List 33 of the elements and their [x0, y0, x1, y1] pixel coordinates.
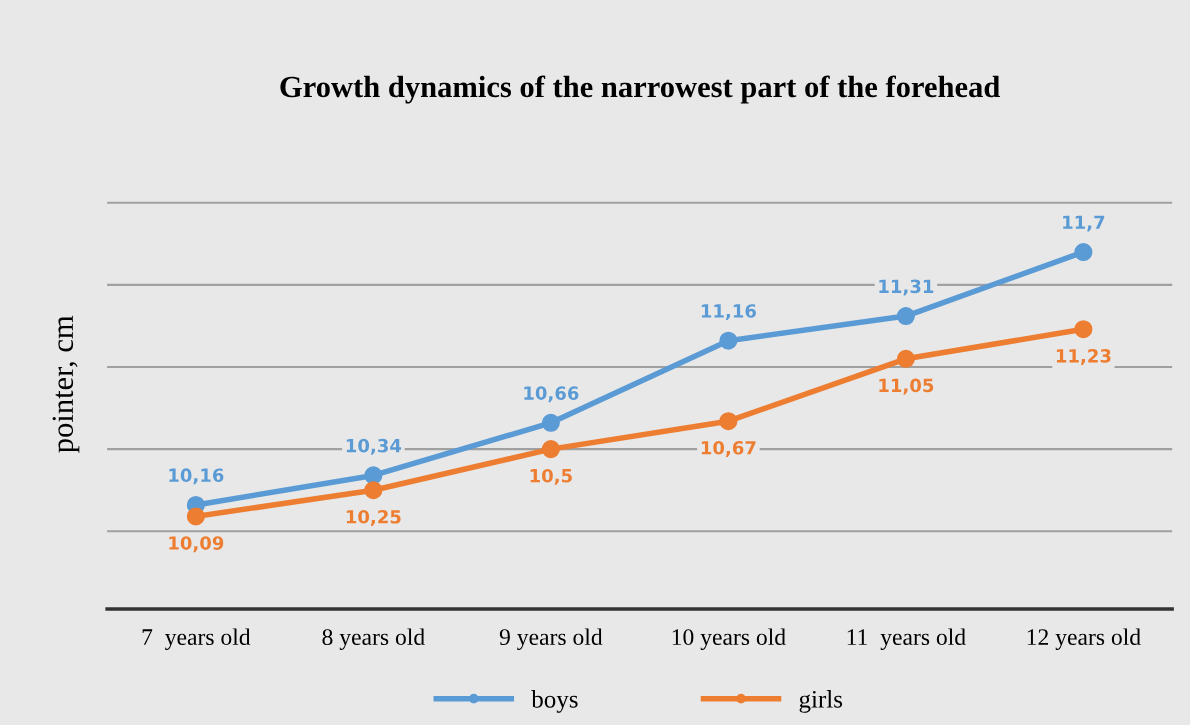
point	[896, 307, 915, 326]
data-label: 10,25	[346, 509, 401, 526]
point	[364, 466, 383, 485]
data-label: 10,09	[169, 536, 224, 553]
data-label: 11,31	[879, 279, 934, 296]
x-tick-label: 10 years old	[672, 628, 786, 650]
y-axis-title: pointer, cm	[52, 315, 80, 453]
x-tick-label: 11 years old	[847, 628, 966, 650]
point	[541, 413, 560, 432]
point	[541, 440, 560, 459]
data-label: 11,7	[1063, 215, 1105, 232]
data-label: 10,5	[530, 468, 572, 485]
legend-label: boys	[531, 690, 578, 713]
point	[1074, 243, 1093, 262]
x-tick-label: 8 years old	[322, 628, 425, 650]
point	[719, 412, 738, 431]
data-label: 11,16	[701, 304, 756, 321]
point	[896, 349, 915, 368]
point	[186, 507, 205, 526]
data-label: 11,05	[879, 378, 934, 395]
data-label: 11,23	[1056, 349, 1111, 365]
chart-title: Growth dynamics of the narrowest part of the forehead	[280, 75, 1000, 104]
legend-label: girls	[799, 690, 843, 713]
x-tick-label: 9 years old	[499, 628, 603, 650]
point	[1074, 320, 1093, 339]
x-tick-label: 7 years old	[142, 628, 251, 650]
x-tick-label: 12 years old	[1027, 628, 1141, 650]
data-label: 10,16	[169, 468, 224, 485]
data-label: 10,66	[524, 386, 579, 403]
data-label: 10,67	[701, 440, 756, 457]
point	[364, 481, 383, 500]
point	[719, 331, 738, 350]
data-label: 10,34	[346, 438, 402, 455]
